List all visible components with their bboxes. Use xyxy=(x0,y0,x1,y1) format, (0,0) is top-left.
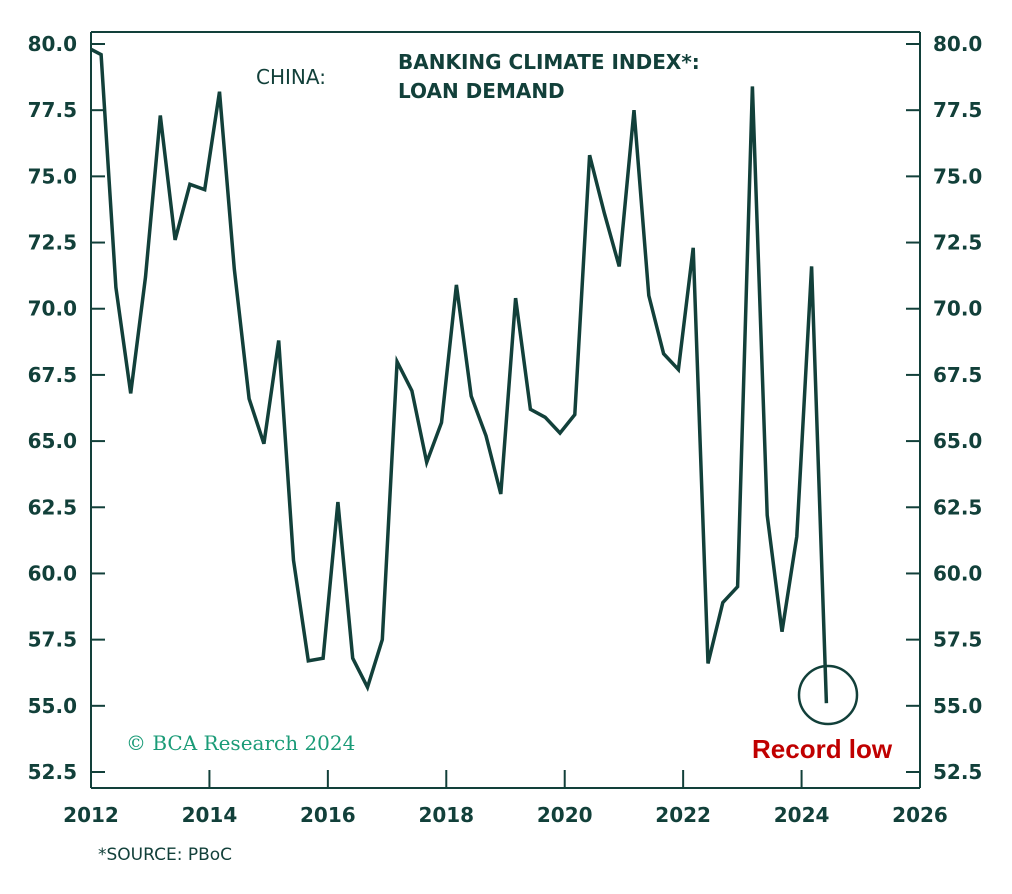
y-right-tick-label: 77.5 xyxy=(933,98,982,122)
y-left-tick-label: 60.0 xyxy=(28,561,77,585)
x-tick-label: 2022 xyxy=(655,803,711,827)
y-left-tick-label: 80.0 xyxy=(28,32,77,56)
y-left-tick-label: 77.5 xyxy=(28,98,77,122)
y-axis-right: 80.0 77.5 75.0 72.5 70.0 67.5 65.0 62.5 60.0 57.5… xyxy=(906,32,982,784)
chart-country-label: CHINA: xyxy=(256,65,326,89)
y-right-tick-label: 57.5 xyxy=(933,628,982,652)
y-right-tick-label: 67.5 xyxy=(933,363,982,387)
x-tick-label: 2024 xyxy=(774,803,830,827)
y-right-tick-label: 80.0 xyxy=(933,32,982,56)
chart-title: BANKING CLIMATE INDEX*: xyxy=(398,50,700,74)
y-left-tick-label: 67.5 xyxy=(28,363,77,387)
y-right-tick-label: 70.0 xyxy=(933,297,982,321)
y-left-tick-label: 65.0 xyxy=(28,429,77,453)
y-left-tick-label: 52.5 xyxy=(28,760,77,784)
y-right-tick-label: 65.0 xyxy=(933,429,982,453)
y-left-tick-label: 75.0 xyxy=(28,164,77,188)
y-left-tick-label: 72.5 xyxy=(28,231,77,255)
copyright-notice: © BCA Research 2024 xyxy=(126,731,355,755)
x-tick-label: 2012 xyxy=(63,803,119,827)
series-line xyxy=(90,47,829,704)
record-low-annotation: Record low xyxy=(752,734,893,764)
y-right-tick-label: 55.0 xyxy=(933,694,982,718)
y-right-tick-label: 62.5 xyxy=(933,495,982,519)
y-left-tick-label: 57.5 xyxy=(28,628,77,652)
y-left-tick-label: 62.5 xyxy=(28,495,77,519)
x-tick-label: 2016 xyxy=(300,803,356,827)
record-low-circle xyxy=(797,664,859,726)
source-note: *SOURCE: PBoC xyxy=(98,845,232,865)
x-axis: 2012 2014 2016 2018 2020 2022 2024 2026 xyxy=(63,770,948,827)
x-tick-label: 2026 xyxy=(892,803,948,827)
x-tick-label: 2020 xyxy=(537,803,593,827)
y-axis-left: 80.0 77.5 75.0 72.5 70.0 67.5 65.0 62.5 60.0 57.5… xyxy=(28,32,105,784)
y-left-tick-label: 55.0 xyxy=(28,694,77,718)
y-left-tick-label: 70.0 xyxy=(28,297,77,321)
y-right-tick-label: 60.0 xyxy=(933,561,982,585)
chart-subtitle: LOAN DEMAND xyxy=(398,79,565,103)
y-right-tick-label: 52.5 xyxy=(933,760,982,784)
x-tick-label: 2014 xyxy=(182,803,238,827)
series-layer xyxy=(90,47,829,704)
x-tick-label: 2018 xyxy=(418,803,474,827)
y-right-tick-label: 72.5 xyxy=(933,231,982,255)
y-right-tick-label: 75.0 xyxy=(933,164,982,188)
